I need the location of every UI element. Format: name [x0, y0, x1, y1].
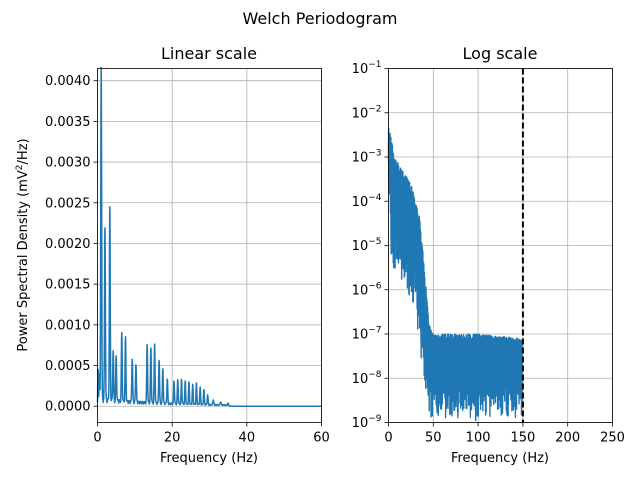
log-y-tick: 10−2	[352, 104, 389, 121]
log-y-tick-base: 10	[352, 416, 369, 431]
linear-grid	[97, 68, 322, 423]
log-y-tick-base: 10	[352, 372, 369, 387]
linear-y-tick: 0.0030	[45, 156, 98, 171]
log-psd-series	[387, 128, 523, 422]
linear-x-tick-label: 60	[313, 431, 330, 446]
log-x-tick-label: 0	[384, 431, 392, 446]
linear-scale-panel: 0 20 40 60 0.00000.00050.00100.00150.00200.…	[15, 44, 330, 466]
log-y-tick-base: 10	[352, 62, 369, 77]
linear-y-axis-label: Power Spectral Density (mV2/Hz)	[15, 138, 31, 351]
linear-x-tick-label: 40	[239, 431, 256, 446]
y-label-superscript: 2	[15, 164, 25, 170]
log-y-tick-exponent: −1	[368, 60, 381, 70]
linear-y-tick-label: 0.0000	[45, 400, 91, 415]
linear-panel-title: Linear scale	[161, 44, 257, 63]
linear-x-axis-label: Frequency (Hz)	[160, 451, 258, 466]
linear-y-tick: 0.0040	[45, 74, 98, 89]
log-scale-panel: 0 50 100 150 200 250 10−910−810−710−610−510−4…	[352, 44, 625, 466]
log-x-tick: 50	[425, 422, 442, 446]
linear-y-tick: 0.0005	[45, 359, 98, 374]
linear-y-tick: 0.0000	[45, 400, 98, 415]
log-y-tick: 10−9	[352, 414, 389, 431]
log-y-tick-label: 10−3	[352, 149, 382, 166]
linear-y-tick-label: 0.0025	[45, 196, 91, 211]
linear-y-tick: 0.0035	[45, 115, 98, 130]
log-x-tick: 200	[555, 422, 580, 446]
log-y-tick-label: 10−9	[352, 414, 382, 431]
log-y-tick-exponent: −6	[368, 281, 382, 291]
linear-y-tick-label: 0.0040	[45, 74, 91, 89]
log-y-tick: 10−5	[352, 237, 389, 254]
linear-y-tick-label: 0.0030	[45, 156, 91, 171]
log-y-tick-base: 10	[352, 106, 369, 121]
log-y-tick-exponent: −7	[368, 326, 381, 336]
log-y-tick: 10−8	[352, 370, 389, 387]
linear-y-tick-label: 0.0015	[45, 278, 91, 293]
linear-x-tick: 60	[313, 422, 330, 446]
log-y-tick-label: 10−2	[352, 104, 382, 121]
log-x-tick-label: 250	[600, 431, 625, 446]
log-panel-title: Log scale	[463, 44, 538, 63]
linear-x-tick-label: 0	[93, 431, 101, 446]
log-y-tick-exponent: −4	[368, 193, 382, 203]
log-y-tick-label: 10−7	[352, 326, 382, 343]
log-x-axis-label: Frequency (Hz)	[451, 451, 549, 466]
linear-x-tick: 40	[239, 422, 256, 446]
log-x-ticks: 0 50 100 150 200 250	[384, 422, 625, 446]
log-y-ticks: 10−910−810−710−610−510−410−310−210−1	[352, 60, 389, 431]
log-y-tick-exponent: −3	[368, 149, 381, 159]
log-y-tick-exponent: −8	[368, 370, 382, 380]
linear-x-ticks: 0 20 40 60	[93, 422, 330, 446]
linear-y-tick: 0.0020	[45, 237, 98, 252]
log-x-tick: 0	[384, 422, 393, 446]
linear-psd-series	[96, 66, 323, 407]
y-label-main: Power Spectral Density (mV	[16, 170, 31, 352]
log-y-tick: 10−6	[352, 281, 389, 298]
log-x-tick-label: 50	[425, 431, 442, 446]
log-y-tick: 10−4	[352, 193, 389, 210]
figure-suptitle: Welch Periodogram	[243, 9, 398, 28]
log-x-tick: 250	[600, 422, 625, 446]
log-y-tick-label: 10−5	[352, 237, 382, 254]
log-y-tick-exponent: −5	[368, 237, 381, 247]
linear-psd-line	[96, 66, 323, 407]
linear-y-tick: 0.0010	[45, 318, 98, 333]
linear-axes-frame	[97, 68, 322, 423]
log-x-tick-label: 150	[510, 431, 535, 446]
linear-y-ticks: 0.0000 0.0005 0.0010 0.0015 0.0020 0.0025 0.00…	[45, 74, 98, 415]
linear-y-tick: 0.0025	[45, 196, 98, 211]
log-y-tick-label: 10−4	[352, 193, 382, 210]
y-label-tail: /Hz)	[16, 138, 31, 164]
linear-y-tick-label: 0.0010	[45, 318, 91, 333]
log-y-tick-base: 10	[352, 239, 369, 254]
log-y-tick: 10−7	[352, 326, 389, 343]
log-y-tick: 10−1	[352, 60, 389, 77]
log-y-tick-exponent: −2	[368, 104, 381, 114]
log-y-tick-base: 10	[352, 328, 369, 343]
linear-y-tick-label: 0.0035	[45, 115, 91, 130]
log-y-tick-label: 10−1	[352, 60, 382, 77]
log-y-tick-exponent: −9	[368, 414, 382, 424]
log-x-tick: 100	[466, 422, 491, 446]
linear-y-tick-label: 0.0005	[45, 359, 91, 374]
linear-x-tick-label: 20	[164, 431, 181, 446]
log-y-tick: 10−3	[352, 149, 389, 166]
linear-x-tick: 0	[93, 422, 102, 446]
log-x-tick: 150	[510, 422, 535, 446]
linear-y-tick-label: 0.0020	[45, 237, 91, 252]
log-y-tick-label: 10−8	[352, 370, 382, 387]
log-y-tick-label: 10−6	[352, 281, 382, 298]
log-y-tick-base: 10	[352, 151, 369, 166]
log-x-tick-label: 200	[555, 431, 580, 446]
log-x-tick-label: 100	[466, 431, 491, 446]
linear-x-tick: 20	[164, 422, 181, 446]
linear-y-tick: 0.0015	[45, 278, 98, 293]
log-psd-line	[387, 128, 523, 422]
log-y-tick-base: 10	[352, 283, 369, 298]
log-y-tick-base: 10	[352, 195, 369, 210]
